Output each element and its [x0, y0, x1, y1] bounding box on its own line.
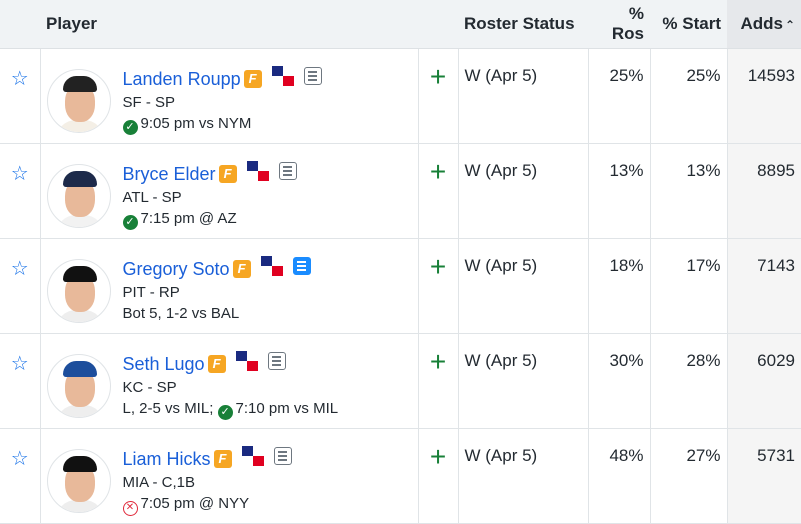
game-info: L, 2-5 vs MIL; ✓ 7:10 pm vs MIL	[122, 399, 339, 420]
add-player-button[interactable]: +	[429, 250, 447, 282]
player-name-link[interactable]: Bryce Elder	[122, 163, 216, 184]
team-position: PIT - RP	[122, 283, 180, 301]
avatar	[46, 163, 111, 228]
notes-icon[interactable]	[303, 66, 322, 85]
roster-status: W (Apr 5)	[458, 48, 589, 144]
matchup-flag-icon	[246, 160, 269, 181]
header-action	[418, 0, 458, 49]
star-icon[interactable]: ☆	[10, 352, 29, 375]
table-row: ☆ Bryce Elder F ATL - SP ✓ 7:15 pm @ AZ + …	[0, 143, 801, 239]
adds: 6029	[727, 333, 801, 429]
notes-icon[interactable]	[278, 161, 297, 180]
header-star	[0, 0, 40, 49]
fantasy-badge-icon: F	[213, 449, 232, 468]
game-info: ✓ 7:15 pm @ AZ	[122, 210, 297, 230]
pct-start: 17%	[650, 238, 728, 334]
add-player-button[interactable]: +	[429, 440, 447, 472]
matchup-flag-icon	[260, 255, 283, 276]
header-adds[interactable]: Adds ⌃	[727, 0, 801, 49]
fantasy-badge-icon: F	[243, 69, 262, 88]
player-name-link[interactable]: Landen Roupp	[122, 68, 241, 89]
add-player-button[interactable]: +	[429, 60, 447, 92]
header-roster-status[interactable]: Roster Status	[458, 0, 588, 49]
team-position: MIA - C,1B	[122, 473, 196, 491]
header-player[interactable]: Player	[40, 0, 418, 49]
fantasy-badge-icon: F	[232, 259, 251, 278]
avatar	[46, 353, 111, 418]
check-circle-icon: ✓	[122, 119, 138, 135]
table-row: ☆ Gregory Soto F PIT - RP Bot 5, 1-2 vs B…	[0, 238, 801, 334]
table-row: ☆ Liam Hicks F MIA - C,1B ✕ 7:05 pm @ NYY …	[0, 428, 801, 524]
notes-icon[interactable]	[273, 446, 292, 465]
pct-start: 27%	[650, 428, 728, 524]
team-position: KC - SP	[122, 378, 177, 396]
pct-start: 13%	[650, 143, 728, 239]
adds: 7143	[727, 238, 801, 334]
avatar	[46, 448, 111, 513]
adds: 8895	[727, 143, 801, 239]
matchup-flag-icon	[235, 350, 258, 371]
header-pct-start[interactable]: % Start	[650, 0, 727, 49]
table-row: ☆ Landen Roupp F SF - SP ✓ 9:05 pm vs NYM …	[0, 48, 801, 144]
player-name-link[interactable]: Liam Hicks	[122, 448, 211, 469]
avatar	[46, 258, 111, 323]
pct-ros: 48%	[588, 428, 651, 524]
avatar	[46, 68, 111, 133]
check-circle-icon: ✓	[217, 404, 233, 420]
star-icon[interactable]: ☆	[10, 447, 29, 470]
team-position: ATL - SP	[122, 188, 182, 206]
pct-ros: 25%	[588, 48, 651, 144]
roster-status: W (Apr 5)	[458, 428, 589, 524]
header-pct-ros[interactable]: % Ros	[588, 0, 650, 49]
matchup-flag-icon	[241, 445, 264, 466]
player-name-link[interactable]: Gregory Soto	[122, 258, 230, 279]
game-info: Bot 5, 1-2 vs BAL	[122, 304, 240, 322]
game-info: ✓ 9:05 pm vs NYM	[122, 115, 322, 135]
game-info: ✕ 7:05 pm @ NYY	[122, 495, 292, 516]
adds: 5731	[727, 428, 801, 524]
notes-icon[interactable]	[267, 351, 286, 370]
team-position: SF - SP	[122, 93, 176, 111]
star-icon[interactable]: ☆	[10, 257, 29, 280]
matchup-flag-icon	[271, 65, 294, 86]
pct-start: 25%	[650, 48, 728, 144]
pct-ros: 18%	[588, 238, 651, 334]
fantasy-badge-icon: F	[207, 354, 226, 373]
player-name-link[interactable]: Seth Lugo	[122, 353, 205, 374]
pct-ros: 30%	[588, 333, 651, 429]
fantasy-badge-icon: F	[218, 164, 237, 183]
roster-status: W (Apr 5)	[458, 333, 589, 429]
notes-icon[interactable]	[292, 256, 311, 275]
roster-status: W (Apr 5)	[458, 143, 589, 239]
add-player-button[interactable]: +	[429, 345, 447, 377]
star-icon[interactable]: ☆	[10, 162, 29, 185]
table-row: ☆ Seth Lugo F KC - SP L, 2-5 vs MIL; ✓ 7:1…	[0, 333, 801, 429]
roster-status: W (Apr 5)	[458, 238, 589, 334]
pct-start: 28%	[650, 333, 728, 429]
add-player-button[interactable]: +	[429, 155, 447, 187]
star-icon[interactable]: ☆	[10, 67, 29, 90]
pct-ros: 13%	[588, 143, 651, 239]
adds: 14593	[727, 48, 801, 144]
chevron-up-icon: ⌃	[784, 17, 795, 32]
check-circle-icon: ✓	[122, 214, 138, 230]
x-circle-icon: ✕	[122, 500, 138, 516]
